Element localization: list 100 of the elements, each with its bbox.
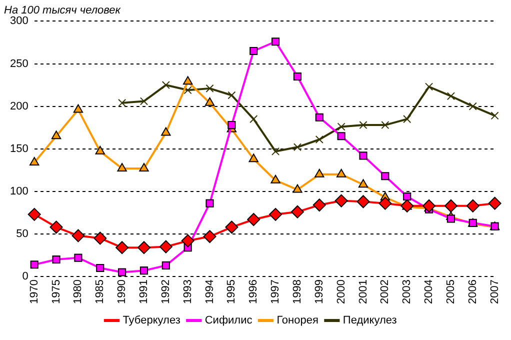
point [381, 121, 390, 130]
x-tick-label: 1990 [116, 280, 128, 304]
point [203, 230, 216, 244]
x-tick-label: 1992 [160, 280, 172, 304]
point [228, 91, 236, 100]
point [337, 122, 346, 131]
x-tick-label: 2000 [335, 280, 348, 304]
point [490, 112, 499, 120]
point [117, 162, 127, 172]
point [359, 121, 368, 130]
point [272, 147, 280, 156]
legend-label: Гонорея [276, 314, 318, 327]
point [446, 92, 455, 100]
chart-title: На 100 тысяч человек [4, 4, 122, 17]
x-tick-label: 2004 [423, 280, 436, 304]
point [444, 199, 458, 212]
y-tick-label: 50 [16, 228, 28, 240]
point [72, 229, 85, 242]
x-tick-label: 1996 [248, 280, 260, 304]
point [466, 199, 480, 212]
x-tick-label: 1999 [313, 280, 326, 304]
point [159, 240, 172, 254]
point [312, 198, 326, 212]
point [250, 46, 258, 56]
point [95, 146, 105, 154]
point [139, 162, 149, 172]
point [424, 82, 434, 91]
point [293, 143, 302, 152]
point [181, 234, 194, 248]
legend-label: Педикулез [342, 314, 397, 327]
point [137, 241, 150, 254]
y-tick-label: 200 [10, 100, 28, 112]
point [50, 220, 63, 234]
point [161, 127, 171, 136]
point [184, 86, 192, 94]
x-tick-label: 1991 [138, 280, 150, 304]
x-tick-label: 2005 [444, 280, 457, 304]
point [314, 168, 324, 178]
point [293, 72, 302, 81]
x-tick-label: 1980 [72, 280, 84, 304]
point [206, 84, 214, 92]
x-tick-label: 1970 [28, 280, 40, 304]
point [272, 38, 280, 46]
point [403, 115, 412, 124]
point [73, 104, 84, 113]
point [204, 97, 215, 106]
x-tick-label: 2006 [466, 280, 479, 304]
x-tick-label: 1985 [94, 280, 106, 304]
point [356, 195, 370, 208]
point [468, 102, 477, 110]
x-tick-label: 2007 [488, 280, 501, 304]
point [140, 97, 148, 106]
x-tick-label: 1995 [226, 280, 238, 304]
point [315, 135, 324, 144]
point [52, 255, 60, 264]
point [140, 266, 148, 275]
point [334, 194, 348, 208]
point [488, 196, 502, 210]
point [422, 199, 436, 212]
point [51, 130, 62, 140]
point [247, 213, 260, 226]
point [315, 113, 324, 122]
point [358, 179, 368, 188]
y-tick-label: 150 [10, 142, 28, 155]
point [290, 205, 304, 218]
point [446, 214, 455, 223]
point [403, 192, 412, 201]
point [225, 220, 238, 234]
x-tick-label: 1975 [50, 280, 62, 304]
point [94, 232, 107, 245]
point [250, 115, 258, 124]
legend-label: Сифилис [204, 314, 253, 327]
point [378, 196, 392, 210]
point [381, 172, 390, 180]
x-tick-label: 1993 [182, 280, 194, 304]
point [118, 98, 126, 107]
point [228, 121, 236, 130]
point [337, 132, 346, 140]
x-tick-label: 1997 [270, 280, 282, 304]
point [28, 208, 41, 221]
point [336, 168, 346, 178]
point [74, 254, 82, 262]
point [162, 80, 170, 90]
y-tick-label: 0 [22, 270, 28, 283]
legend-label: Туберкулез [122, 314, 180, 327]
point [30, 156, 40, 166]
point [96, 264, 104, 272]
x-tick-label: 2002 [379, 280, 392, 304]
point [292, 184, 302, 193]
x-tick-label: 1994 [204, 280, 216, 304]
point [248, 154, 258, 162]
point [116, 241, 129, 254]
y-tick-label: 100 [10, 185, 28, 198]
point [270, 174, 280, 184]
point [30, 260, 38, 269]
point [269, 208, 282, 221]
y-tick-label: 300 [10, 15, 28, 28]
point [162, 261, 170, 270]
point [400, 199, 414, 212]
point [206, 199, 214, 208]
